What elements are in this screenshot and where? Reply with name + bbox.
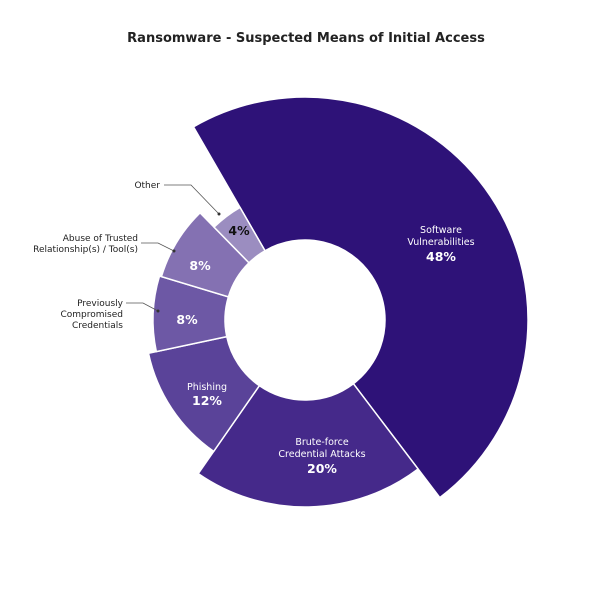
- label-abuse-2: Relationship(s) / Tool(s): [33, 245, 138, 255]
- leader-dot-previously: [156, 309, 160, 313]
- label-other: Other: [134, 181, 160, 191]
- label-previously-2: Compromised: [61, 310, 124, 320]
- slice-phishing: [147, 335, 261, 453]
- label-software-2: Vulnerabilities: [407, 237, 474, 248]
- leader-line-previously: [126, 302, 159, 312]
- value-previously: 8%: [176, 312, 198, 327]
- label-brute-2: Credential Attacks: [278, 449, 365, 460]
- label-brute-1: Brute-force: [295, 437, 349, 448]
- leader-line-other: [164, 184, 220, 215]
- slice-previously: [152, 275, 230, 353]
- leader-line-abuse: [141, 242, 175, 252]
- value-other: 4%: [228, 223, 250, 238]
- value-abuse: 8%: [189, 258, 211, 273]
- label-previously-1: Previously: [77, 299, 124, 309]
- label-software-1: Software: [420, 225, 462, 236]
- leader-dot-other: [217, 212, 221, 216]
- label-abuse-1: Abuse of Trusted: [63, 234, 138, 244]
- slice-other: [212, 206, 267, 264]
- chart-title: Ransomware - Suspected Means of Initial …: [127, 31, 485, 46]
- label-phishing: Phishing: [187, 382, 227, 393]
- value-brute: 20%: [307, 461, 337, 476]
- label-previously-3: Credentials: [72, 321, 123, 331]
- value-software: 48%: [426, 249, 456, 264]
- value-phishing: 12%: [192, 393, 222, 408]
- slice-abuse: [160, 211, 251, 298]
- slice-software: [192, 96, 529, 499]
- slice-brute: [197, 382, 420, 508]
- leader-dot-abuse: [172, 249, 176, 253]
